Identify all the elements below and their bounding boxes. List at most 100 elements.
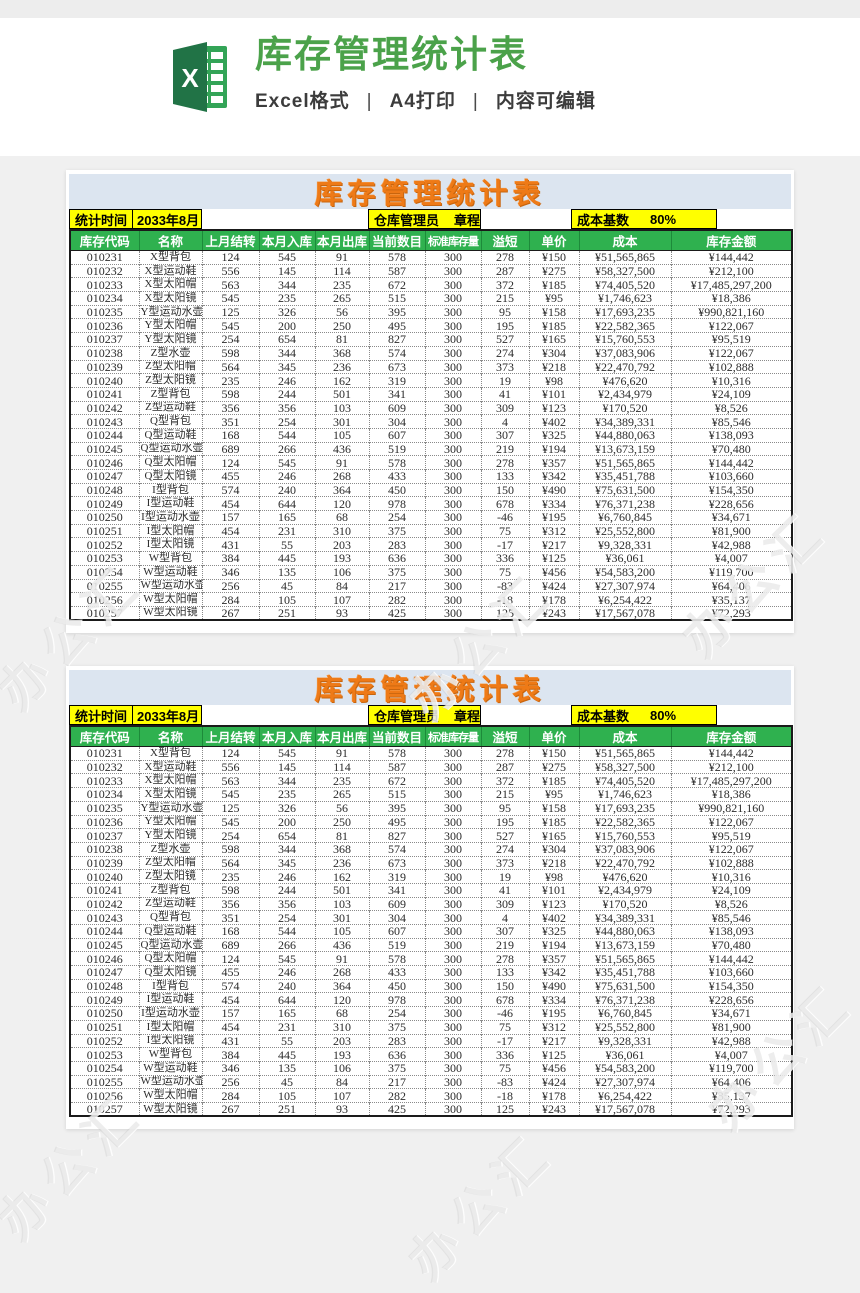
preview-card-1[interactable]: 库存管理统计表 统计时间 2033年8月 仓库管理员 章程 成本基数 80% bbox=[66, 170, 794, 634]
table-cell: W型太阳镜 bbox=[138, 605, 202, 621]
table-cell: 157 bbox=[201, 510, 259, 525]
table-cell: 282 bbox=[368, 1088, 425, 1103]
inventory-table-body: 010231 X型背包 124 545 91 578 300 278 ¥150 ¥51,565,8… bbox=[70, 746, 792, 1117]
sheet-preview: 库存管理统计表 统计时间 2033年8月 仓库管理员 章程 成本基数 80% bbox=[69, 670, 793, 1118]
table-cell: 564 bbox=[201, 855, 259, 870]
table-cell: 010252 bbox=[70, 537, 139, 552]
table-cell: 010248 bbox=[70, 482, 139, 497]
table-cell: -46 bbox=[480, 1006, 529, 1021]
table-cell: I型运动水壶 bbox=[138, 510, 202, 525]
table-cell: 827 bbox=[368, 828, 425, 843]
table-cell: 644 bbox=[258, 496, 315, 511]
manager-cell: 仓库管理员 章程 bbox=[368, 209, 481, 229]
table-cell: 563 bbox=[201, 773, 259, 788]
table-cell: 436 bbox=[314, 441, 369, 456]
column-header: 溢短 bbox=[480, 726, 529, 748]
table-cell: ¥18,386 bbox=[670, 787, 792, 802]
table-cell: W型运动鞋 bbox=[138, 564, 202, 579]
table-cell: 578 bbox=[368, 455, 425, 470]
table-cell: 203 bbox=[314, 537, 369, 552]
table-cell: ¥51,565,865 bbox=[578, 951, 671, 966]
table-cell: ¥6,760,845 bbox=[578, 510, 671, 525]
table-row: 010240 Z型太阳镜 235 246 162 319 300 19 ¥98 ¥476,620 ¥… bbox=[70, 373, 792, 388]
table-cell: X型太阳帽 bbox=[138, 773, 202, 788]
table-cell: 284 bbox=[201, 1088, 259, 1103]
table-cell: 219 bbox=[480, 441, 529, 456]
table-row: 010249 I型运动鞋 454 644 120 978 300 678 ¥334 ¥76,371… bbox=[70, 992, 792, 1007]
table-row: 010250 I型运动水壶 157 165 68 254 300 -46 ¥195 ¥6,760,… bbox=[70, 1006, 792, 1021]
table-cell: 010254 bbox=[70, 1060, 139, 1076]
table-row: 010253 W型背包 384 445 193 636 300 336 ¥125 ¥36,061 ¥… bbox=[70, 551, 792, 566]
table-cell: 636 bbox=[368, 1047, 425, 1062]
table-cell: 010253 bbox=[70, 551, 139, 566]
table-cell: ¥119,700 bbox=[670, 1060, 792, 1076]
table-row: 010238 Z型水壶 598 344 368 574 300 274 ¥304 ¥37,083,… bbox=[70, 841, 792, 857]
table-cell: 319 bbox=[368, 373, 425, 388]
svg-text:X: X bbox=[181, 63, 199, 93]
table-cell: ¥165 bbox=[528, 828, 579, 843]
table-cell: 300 bbox=[424, 537, 481, 552]
table-cell: 544 bbox=[258, 427, 315, 443]
table-cell: W型背包 bbox=[138, 1047, 202, 1062]
table-cell: ¥158 bbox=[528, 800, 579, 815]
sheet-preview: 库存管理统计表 统计时间 2033年8月 仓库管理员 章程 成本基数 80% bbox=[69, 174, 793, 622]
subtitle-part: A4打印 bbox=[389, 90, 456, 112]
column-header: 库存代码 bbox=[70, 230, 139, 251]
table-cell: 150 bbox=[480, 482, 529, 497]
table-cell: Y型运动水壶 bbox=[138, 304, 202, 319]
table-cell: 95 bbox=[480, 304, 529, 319]
table-cell: ¥194 bbox=[528, 937, 579, 952]
table-cell: 578 bbox=[368, 746, 425, 761]
table-cell: 010245 bbox=[70, 937, 139, 952]
table-cell: 250 bbox=[314, 814, 369, 829]
table-cell: ¥44,880,063 bbox=[578, 924, 671, 939]
table-cell: ¥217 bbox=[528, 537, 579, 552]
table-cell: 274 bbox=[480, 841, 529, 857]
table-cell: 545 bbox=[201, 318, 259, 333]
table-cell: 501 bbox=[314, 386, 369, 402]
table-cell: 282 bbox=[368, 592, 425, 607]
table-cell: ¥95,519 bbox=[670, 828, 792, 843]
table-cell: 157 bbox=[201, 1006, 259, 1021]
table-cell: 368 bbox=[314, 841, 369, 857]
table-cell: 010256 bbox=[70, 592, 139, 607]
table-cell: 56 bbox=[314, 304, 369, 319]
table-cell: Z型水壶 bbox=[138, 345, 202, 360]
table-cell: 300 bbox=[424, 469, 481, 484]
table-cell: ¥6,760,845 bbox=[578, 1006, 671, 1021]
table-cell: 75 bbox=[480, 564, 529, 579]
table-cell: 250 bbox=[314, 318, 369, 333]
table-cell: ¥85,546 bbox=[670, 910, 792, 925]
table-cell: ¥81,900 bbox=[670, 1019, 792, 1034]
table-cell: 300 bbox=[424, 373, 481, 388]
table-cell: 545 bbox=[201, 291, 259, 306]
table-row: 010237 Y型太阳镜 254 654 81 827 300 527 ¥165 ¥15,760,… bbox=[70, 332, 792, 347]
sheet-banner: 库存管理统计表 bbox=[69, 174, 791, 209]
table-cell: 120 bbox=[314, 992, 369, 1007]
table-cell: 93 bbox=[314, 605, 369, 621]
table-cell: 107 bbox=[314, 1088, 369, 1103]
table-cell: 254 bbox=[258, 910, 315, 925]
column-header: 上月结转 bbox=[201, 726, 259, 748]
table-cell: 425 bbox=[368, 1101, 425, 1117]
table-cell: 364 bbox=[314, 482, 369, 497]
table-cell: 268 bbox=[314, 469, 369, 484]
table-cell: ¥334 bbox=[528, 992, 579, 1007]
table-cell: -17 bbox=[480, 537, 529, 552]
table-cell: 598 bbox=[201, 882, 259, 898]
table-cell: Q型太阳帽 bbox=[138, 951, 202, 966]
table-cell: 010236 bbox=[70, 814, 139, 829]
table-cell: 125 bbox=[480, 605, 529, 621]
table-row: 010254 W型运动鞋 346 135 106 375 300 75 ¥456 ¥54,583,… bbox=[70, 564, 792, 579]
table-cell: ¥74,405,520 bbox=[578, 773, 671, 788]
table-cell: 010254 bbox=[70, 564, 139, 579]
table-cell: ¥218 bbox=[528, 359, 579, 374]
table-cell: 300 bbox=[424, 937, 481, 952]
table-cell: 673 bbox=[368, 855, 425, 870]
preview-card-2[interactable]: 库存管理统计表 统计时间 2033年8月 仓库管理员 章程 成本基数 80% bbox=[66, 666, 794, 1130]
stat-time-cell: 统计时间 2033年8月 bbox=[69, 209, 202, 229]
table-cell: 356 bbox=[201, 896, 259, 911]
table-cell: Z型运动鞋 bbox=[138, 400, 202, 415]
table-cell: ¥15,760,553 bbox=[578, 332, 671, 347]
table-cell: 574 bbox=[368, 345, 425, 360]
